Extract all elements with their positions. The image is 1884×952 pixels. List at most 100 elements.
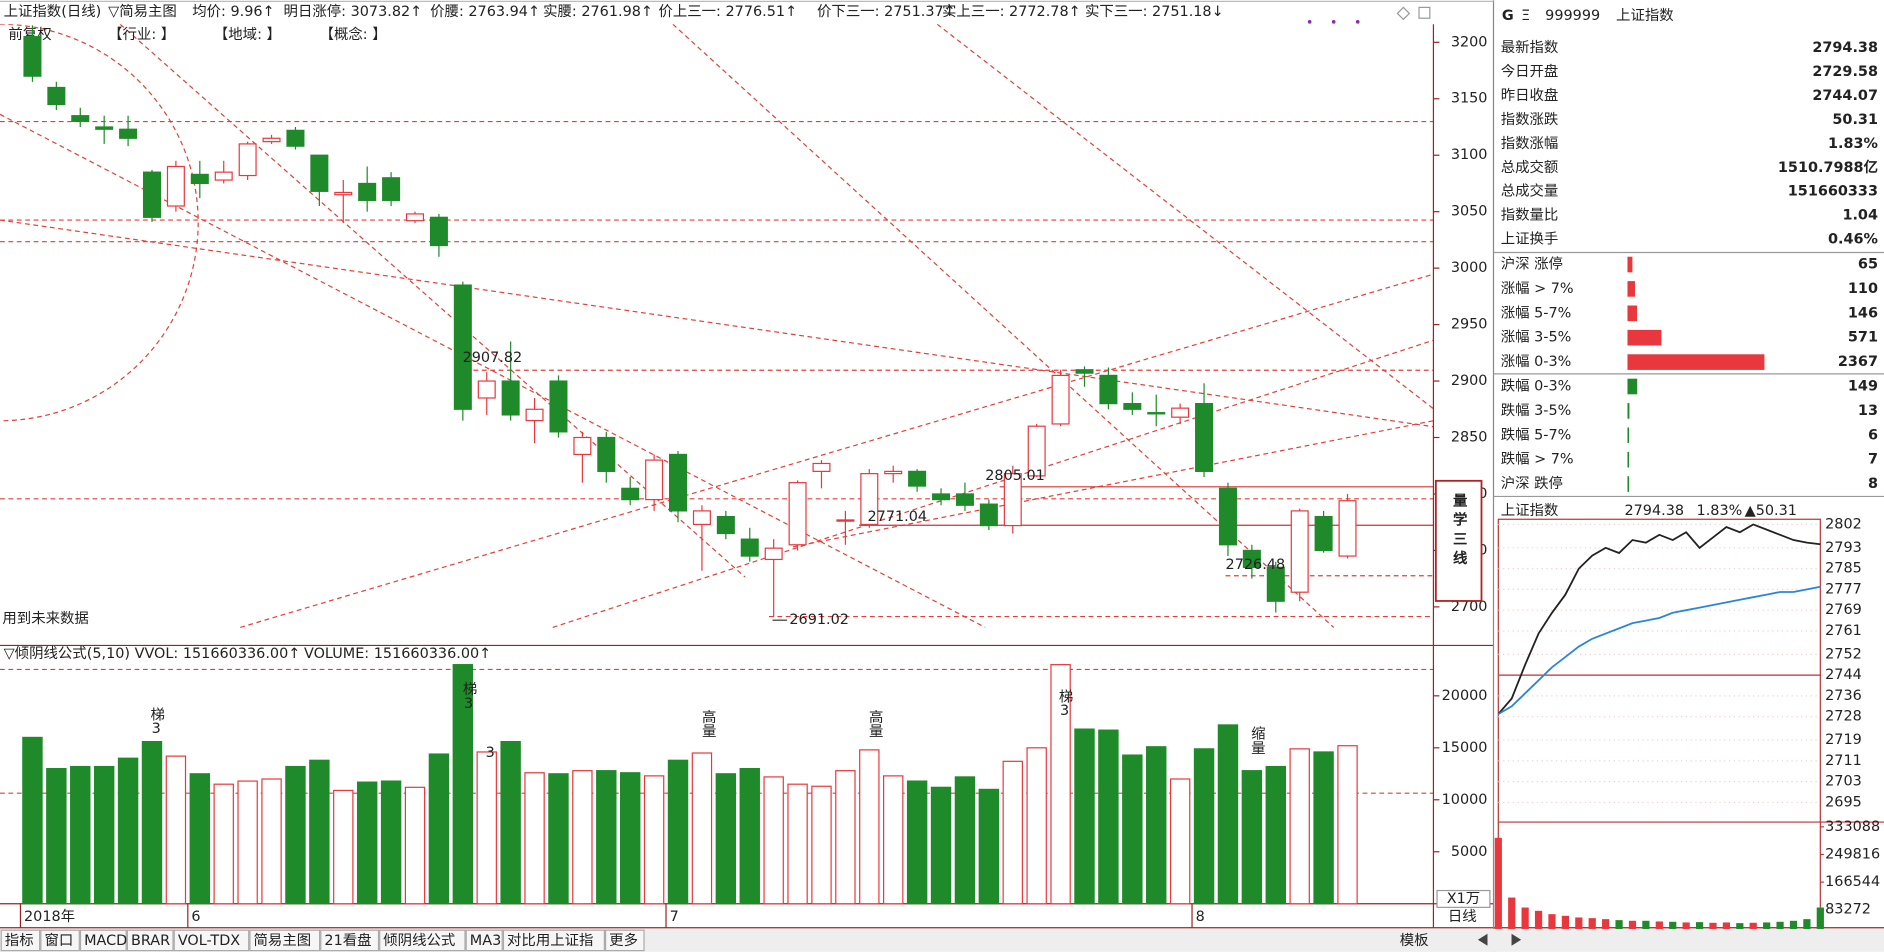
- candle-body: [262, 137, 281, 143]
- price-annotation: 2691.02: [789, 612, 849, 628]
- candle-body: [1218, 487, 1237, 546]
- stat-label: 指数涨幅: [1501, 135, 1559, 152]
- trend-line: [936, 24, 1434, 410]
- breadth-label: 跌幅 5-7%: [1501, 426, 1572, 443]
- icon[interactable]: [1418, 6, 1431, 19]
- volume-bar: [1122, 754, 1143, 905]
- volume-bar: [1241, 770, 1263, 905]
- tab-label[interactable]: 21看盘: [324, 931, 371, 949]
- price-annotation: 2805.01: [985, 468, 1045, 484]
- stat-value: 2729.58: [1812, 64, 1878, 80]
- stat-value: 1510.7988亿: [1778, 158, 1878, 176]
- tab[interactable]: [379, 929, 466, 952]
- volume-title: ▽倾阴线公式(5,10) VVOL: 151660336.00↑: [4, 645, 301, 662]
- menu-dot: [1307, 20, 1312, 24]
- intraday-volume-bar: [1521, 907, 1529, 938]
- period-tab[interactable]: 日线: [1448, 908, 1477, 925]
- y-tick-label: 3100: [1451, 147, 1488, 163]
- trend-line: [672, 24, 1335, 628]
- tab[interactable]: [79, 929, 127, 952]
- breadth-label: 涨幅 0-3%: [1501, 353, 1572, 370]
- candle-body: [860, 473, 879, 526]
- candle-body: [1195, 403, 1214, 472]
- volume-bar: [93, 765, 115, 905]
- y-tick-label: 2900: [1451, 373, 1488, 389]
- candle-body: [358, 182, 377, 201]
- volume-annotation: 梯3: [461, 681, 477, 712]
- label-box: [1434, 479, 1483, 602]
- trend-line: [240, 273, 1434, 628]
- candle-body: [669, 453, 688, 512]
- y-tick-label: 2785: [1825, 561, 1862, 577]
- breadth-value: 146: [1848, 305, 1878, 321]
- tab-label[interactable]: 对比用上证指: [507, 932, 593, 949]
- volume-annotation: 高量: [700, 709, 716, 738]
- stat-value: 1.83%: [1828, 136, 1878, 152]
- intraday-change-pct: 1.83%: [1697, 503, 1743, 519]
- breadth-value: 13: [1858, 403, 1878, 419]
- tab-label[interactable]: VOL-TDX: [178, 933, 240, 949]
- nav-left[interactable]: [1477, 933, 1488, 946]
- breadth-bar: [1627, 281, 1635, 297]
- header-item: 价下三一: 2751.37↑: [817, 4, 956, 20]
- tab-label[interactable]: 倾阴线公式: [383, 932, 455, 949]
- icon[interactable]: [1396, 6, 1411, 21]
- candle-body: [812, 462, 831, 472]
- template-tab[interactable]: 模板: [1400, 931, 1429, 949]
- volume-annotation: 梯3: [148, 706, 164, 737]
- tab-label[interactable]: 窗口: [44, 931, 73, 949]
- volume-annotation: 高量: [867, 709, 883, 738]
- tab[interactable]: [604, 929, 645, 952]
- tab[interactable]: [40, 929, 80, 952]
- volume-bar: [189, 773, 211, 905]
- volume-bar: [1337, 745, 1358, 905]
- tab-label[interactable]: 更多: [609, 932, 638, 949]
- y-tick-label: 2950: [1451, 317, 1488, 333]
- tab-label[interactable]: 指标: [5, 932, 34, 949]
- candle-body: [597, 436, 616, 472]
- candle-body: [453, 284, 472, 410]
- tab-label[interactable]: 简易主图: [254, 932, 312, 949]
- breadth-value: 110: [1848, 281, 1878, 297]
- y-tick-label: 15000: [1442, 740, 1488, 756]
- tab[interactable]: [249, 929, 321, 952]
- nav-right[interactable]: [1511, 933, 1522, 946]
- breadth-value: 8: [1868, 476, 1878, 492]
- candle-body: [1003, 473, 1022, 527]
- tab[interactable]: [0, 929, 41, 952]
- volume-bar: [1313, 751, 1334, 905]
- candle-body: [47, 86, 66, 105]
- tab[interactable]: [465, 929, 503, 952]
- volume-bar: [1289, 748, 1310, 905]
- intraday-volume-bar: [1494, 837, 1502, 938]
- intraday-volume-bar: [1548, 914, 1556, 938]
- header-item: 实下三一: 2751.18↓: [1085, 3, 1224, 20]
- intraday-volume-bar: [1615, 920, 1623, 938]
- y-tick-label: 83272: [1825, 902, 1871, 918]
- tab[interactable]: [173, 929, 250, 952]
- tab[interactable]: [320, 929, 380, 952]
- volume-annotation: 梯3: [1057, 688, 1073, 719]
- volume-bar: [476, 751, 497, 905]
- header-item: 实腰: 2761.98↑: [543, 3, 653, 20]
- breadth-label: 跌幅 > 7%: [1501, 451, 1574, 468]
- y-tick-label: 2793: [1825, 540, 1862, 556]
- menu-dot: [1355, 20, 1360, 24]
- stat-label: 总成交量: [1501, 182, 1559, 200]
- header-item: 价上三一: 2776.51↑: [658, 3, 797, 20]
- intraday-price: 2794.38: [1624, 503, 1684, 519]
- tab[interactable]: [126, 929, 174, 952]
- candle-body: [334, 191, 353, 196]
- drawing-lines: [0, 24, 1434, 628]
- tab-label[interactable]: BRAR: [131, 933, 170, 949]
- y-tick-label: 2769: [1825, 602, 1862, 618]
- tab[interactable]: [502, 929, 605, 952]
- volume-bar: [811, 785, 832, 905]
- tab-label[interactable]: MACD: [84, 933, 127, 949]
- unit-box: [1436, 889, 1491, 908]
- volume-bar: [1193, 748, 1215, 905]
- candle-body: [955, 493, 974, 506]
- tab-label[interactable]: MA3: [470, 933, 501, 949]
